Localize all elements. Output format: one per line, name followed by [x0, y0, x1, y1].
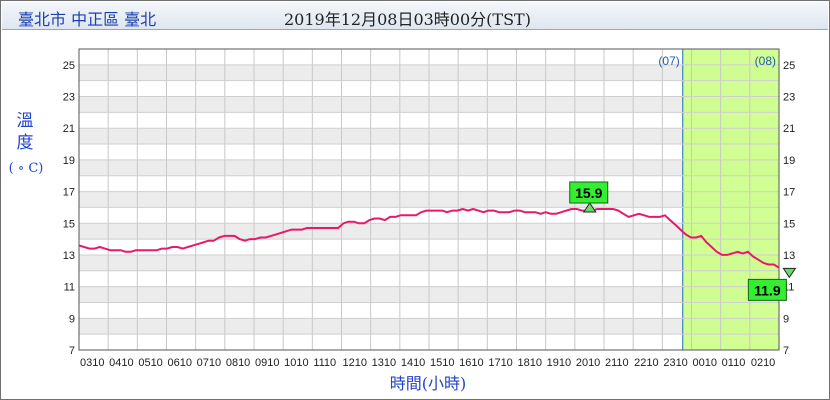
y-tick-label-left: 13 [63, 250, 75, 262]
x-tick-label: 1210 [343, 357, 367, 369]
y-tick-label-left: 19 [63, 155, 75, 167]
grid-lines [78, 48, 780, 351]
plot-border [78, 48, 780, 351]
min-value-box [747, 278, 787, 301]
axis-titles: 溫 度 ( ∘ C) 時間(小時) [9, 111, 467, 393]
y-axis-title-1: 溫 [17, 111, 34, 131]
y-tick-label-left: 9 [69, 313, 75, 325]
x-tick-label: 0210 [751, 357, 775, 369]
night-highlight [682, 49, 779, 350]
temperature-line [78, 208, 780, 269]
day-labels: (07) (08) [658, 54, 776, 68]
day-label-07: (07) [658, 54, 679, 68]
x-tick-label: 0510 [138, 357, 162, 369]
x-axis-title: 時間(小時) [390, 374, 467, 393]
annotations-layer: 15.9 11.9 [569, 181, 797, 301]
max-marker [582, 202, 597, 213]
x-tick-label: 1410 [401, 357, 425, 369]
y-tick-label-left: 25 [63, 60, 75, 72]
y-axis-left: 7 9 11 13 15 17 19 21 23 25 [63, 60, 75, 357]
y-tick-label-right: 21 [783, 123, 795, 135]
day-label-08: (08) [755, 54, 776, 68]
x-tick-label: 1910 [547, 357, 571, 369]
y-tick-label-left: 23 [63, 92, 75, 104]
y-tick-label-right: 7 [783, 345, 789, 357]
x-tick-label: 1310 [372, 357, 396, 369]
y-tick-label-right: 13 [783, 250, 795, 262]
x-tick-label: 0110 [722, 357, 746, 369]
x-tick-label: 2110 [605, 357, 629, 369]
x-axis: 0310 0410 0510 0610 0710 0810 0910 1010 1110 1210… [80, 357, 775, 369]
y-tick-label-left: 11 [64, 282, 75, 294]
x-tick-label: 1610 [459, 357, 483, 369]
y-tick-label-right: 9 [783, 313, 789, 325]
x-tick-label: 0410 [109, 357, 133, 369]
x-tick-label: 1510 [430, 357, 454, 369]
y-tick-label-right: 25 [783, 60, 795, 72]
x-tick-label: 0310 [80, 357, 104, 369]
x-tick-label: 1110 [313, 357, 336, 369]
min-marker [782, 267, 797, 279]
x-tick-label: 0910 [255, 357, 279, 369]
y-tick-label-right: 11 [783, 282, 794, 294]
max-value-label: 15.9 [575, 185, 602, 201]
y-tick-label-right: 15 [783, 218, 795, 230]
y-axis-unit: ( ∘ C) [9, 161, 44, 176]
y-axis-title-2: 度 [17, 133, 34, 153]
x-tick-label: 2010 [576, 357, 600, 369]
y-tick-label-left: 17 [63, 187, 75, 199]
header-bar: 臺北市 中正區 臺北 2019年12月08日03時00分(TST) [2, 2, 828, 30]
x-tick-label: 1710 [488, 357, 512, 369]
x-tick-label: 1010 [284, 357, 308, 369]
x-tick-label: 0610 [168, 357, 192, 369]
y-tick-label-left: 15 [63, 218, 75, 230]
location-title: 臺北市 中正區 臺北 [18, 10, 157, 29]
y-tick-label-left: 7 [69, 345, 75, 357]
x-tick-label: 0710 [197, 357, 221, 369]
x-tick-label: 0810 [226, 357, 250, 369]
min-value-label: 11.9 [754, 282, 781, 298]
series-layer [78, 208, 780, 269]
x-tick-label: 1810 [518, 357, 542, 369]
y-tick-label-right: 23 [783, 92, 795, 104]
y-tick-label-left: 21 [63, 123, 75, 135]
y-tick-label-right: 17 [783, 187, 795, 199]
datetime-title: 2019年12月08日03時00分(TST) [284, 10, 531, 29]
x-tick-label: 0010 [693, 357, 717, 369]
max-value-box [569, 181, 609, 204]
night-area [682, 49, 779, 350]
x-tick-label: 2310 [663, 357, 687, 369]
y-tick-label-right: 19 [783, 155, 795, 167]
y-axis-right: 7 9 11 13 15 17 19 21 23 25 [783, 60, 795, 357]
x-tick-label: 2210 [634, 357, 658, 369]
